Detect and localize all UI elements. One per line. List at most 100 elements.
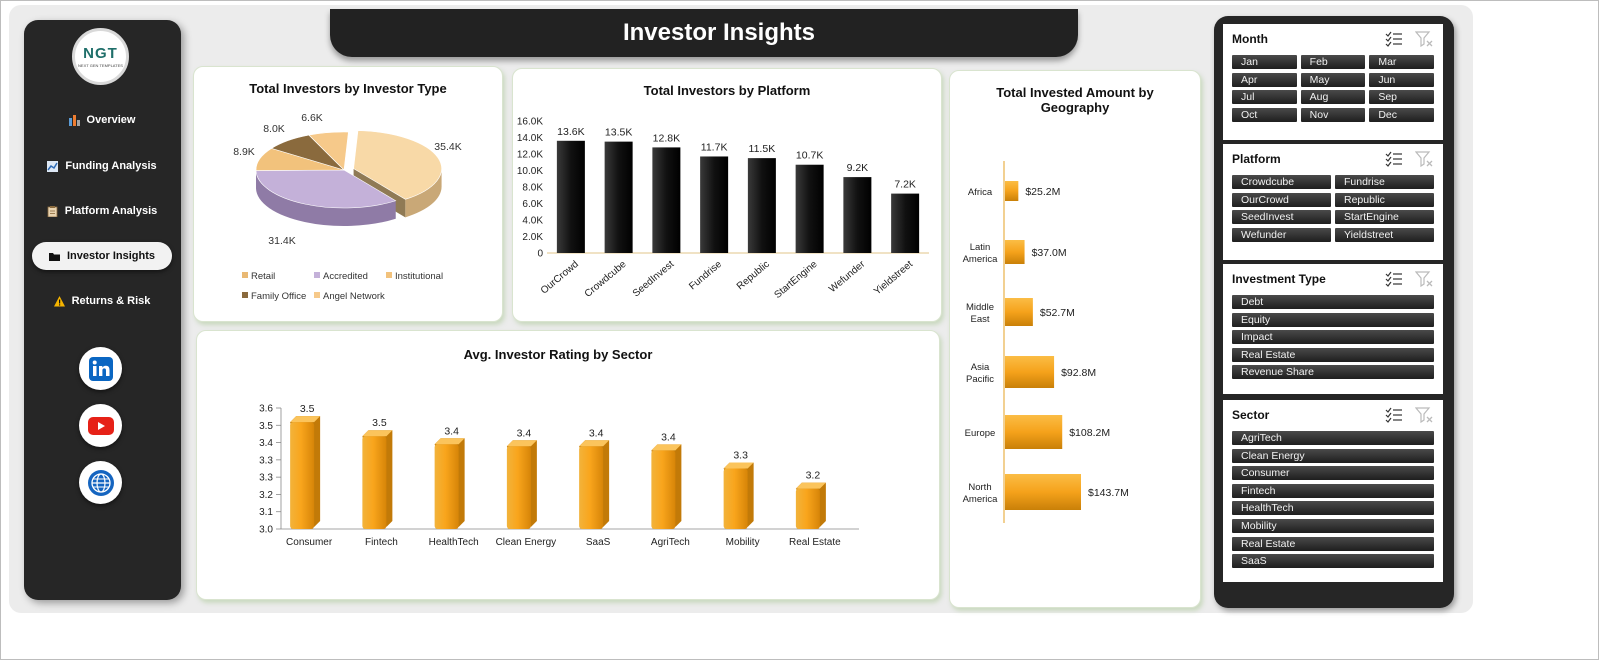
slicer-item[interactable]: Republic xyxy=(1335,192,1434,207)
slicer-item[interactable]: Apr xyxy=(1232,72,1297,87)
bar-saas[interactable] xyxy=(579,440,610,529)
bar-data-label: $37.0M xyxy=(1032,247,1067,259)
pie-slice-retail[interactable] xyxy=(353,130,442,200)
bar-data-label: 10.7K xyxy=(796,150,823,162)
bar-data-label: $25.2M xyxy=(1025,186,1060,198)
slicer-item[interactable]: Impact xyxy=(1232,330,1434,345)
warning-icon xyxy=(53,295,65,306)
pie-slice-accredited[interactable] xyxy=(255,169,397,209)
slicer-item[interactable]: Equity xyxy=(1232,312,1434,327)
bar-startengine[interactable] xyxy=(795,164,824,253)
bar-mobility[interactable] xyxy=(723,462,754,529)
y-tick-label: 3.0 xyxy=(259,525,273,536)
logo: NGT NEXT GEN TEMPLATES xyxy=(72,28,129,85)
bar-agritech[interactable] xyxy=(651,444,682,529)
slicer-item[interactable]: Feb xyxy=(1300,55,1366,69)
slicer-item[interactable]: Consumer xyxy=(1232,466,1434,481)
bar-europe[interactable] xyxy=(1005,415,1063,449)
slicer-item[interactable]: Revenue Share xyxy=(1232,365,1434,380)
bar-ourcrowd[interactable] xyxy=(556,140,585,253)
x-tick-label: OurCrowd xyxy=(539,259,581,297)
bar-consumer[interactable] xyxy=(290,416,321,529)
slicer-title: Investment Type xyxy=(1232,272,1326,286)
slicer-item[interactable]: Sep xyxy=(1369,90,1434,105)
bar-fintech[interactable] xyxy=(362,430,393,529)
nav-label: Overview xyxy=(86,114,136,126)
slicer-item[interactable]: Jun xyxy=(1369,72,1434,87)
multi-select-icon[interactable] xyxy=(1385,31,1403,47)
bar-wefunder[interactable] xyxy=(843,177,872,253)
y-tick-label: 3.1 xyxy=(259,507,273,518)
slicer-item[interactable]: Crowdcube xyxy=(1232,175,1331,189)
slicer-item[interactable]: Fundrise xyxy=(1335,175,1434,189)
bar-data-label: 3.4 xyxy=(661,431,676,443)
slicer-item[interactable]: Yieldstreet xyxy=(1335,227,1434,242)
bar-fundrise[interactable] xyxy=(700,156,729,253)
clear-filter-icon[interactable] xyxy=(1415,151,1433,167)
slicer-item[interactable]: Oct xyxy=(1232,107,1297,122)
legend-label: Institutional xyxy=(395,271,443,282)
slicer-item[interactable]: Wefunder xyxy=(1232,227,1331,242)
slicer-item[interactable]: Dec xyxy=(1369,107,1434,122)
multi-select-icon[interactable] xyxy=(1385,271,1403,287)
slicer-item[interactable]: Aug xyxy=(1300,90,1366,105)
folder-icon xyxy=(48,252,60,261)
bar-clean-energy[interactable] xyxy=(506,440,537,529)
website-button[interactable] xyxy=(79,461,122,504)
slicer-item[interactable]: Real Estate xyxy=(1232,536,1434,551)
youtube-button[interactable] xyxy=(79,404,122,447)
x-tick-label: SeedInvest xyxy=(631,259,677,300)
clear-filter-icon[interactable] xyxy=(1415,407,1433,423)
bar-north-america[interactable] xyxy=(1005,474,1081,510)
slicer-item[interactable]: Jan xyxy=(1232,55,1297,69)
y-tick-label: 3.3 xyxy=(259,473,273,484)
slicer-item[interactable]: HealthTech xyxy=(1232,501,1434,516)
clear-filter-icon[interactable] xyxy=(1415,271,1433,287)
nav-funding-analysis[interactable]: Funding Analysis xyxy=(32,152,172,180)
bar-latin-america[interactable] xyxy=(1005,240,1025,264)
bar-data-label: 11.5K xyxy=(749,143,776,155)
bar-republic[interactable] xyxy=(747,158,776,253)
bar-seedinvest[interactable] xyxy=(652,147,681,253)
y-tick-label: 12.0K xyxy=(517,150,543,161)
slicer-item[interactable]: May xyxy=(1300,72,1366,87)
platform-bar-chart: 0 2.0K 4.0K 6.0K 8.0K 10.0K 12.0K 14.0K 16.0K 13.… xyxy=(517,117,929,301)
bar-real-estate[interactable] xyxy=(795,482,826,529)
nav-platform-analysis[interactable]: Platform Analysis xyxy=(32,197,172,225)
nav-overview[interactable]: Overview xyxy=(32,106,172,134)
slicer-item[interactable]: Jul xyxy=(1232,90,1297,105)
bar-yieldstreet[interactable] xyxy=(891,193,920,253)
slicer-item[interactable]: Fintech xyxy=(1232,483,1434,498)
slicer-item[interactable]: Mobility xyxy=(1232,519,1434,533)
slicer-item[interactable]: Mar xyxy=(1369,55,1434,69)
slicer-item[interactable]: Debt xyxy=(1232,295,1434,309)
clear-filter-icon[interactable] xyxy=(1415,31,1433,47)
bar-crowdcube[interactable] xyxy=(604,141,633,253)
slicer-title: Sector xyxy=(1232,408,1270,422)
linkedin-button[interactable] xyxy=(79,347,122,390)
slicer-item[interactable]: SaaS xyxy=(1232,554,1434,569)
nav-returns-risk[interactable]: Returns & Risk xyxy=(32,287,172,315)
legend-label: Accredited xyxy=(323,271,368,282)
slicer-item[interactable]: Clean Energy xyxy=(1232,448,1434,463)
y-tick-label: 14.0K xyxy=(517,133,543,144)
nav-label: Investor Insights xyxy=(66,250,156,262)
bar-chart-icon xyxy=(68,114,80,126)
multi-select-icon[interactable] xyxy=(1385,151,1403,167)
bar-middle-east[interactable] xyxy=(1005,298,1033,326)
slicer-item[interactable]: Real Estate xyxy=(1232,347,1434,362)
slicer-item[interactable]: SeedInvest xyxy=(1232,210,1331,225)
slicer-item[interactable]: OurCrowd xyxy=(1232,192,1331,207)
pie-slice-angel-network[interactable] xyxy=(308,131,349,171)
bar-africa[interactable] xyxy=(1005,181,1019,201)
multi-select-icon[interactable] xyxy=(1385,407,1403,423)
slicer-item[interactable]: StartEngine xyxy=(1335,210,1434,225)
slicer-item[interactable]: Nov xyxy=(1300,107,1366,122)
nav-investor-insights[interactable]: Investor Insights xyxy=(32,242,172,270)
bar-healthtech[interactable] xyxy=(434,438,465,529)
slicer-item[interactable]: AgriTech xyxy=(1232,431,1434,445)
bar-asia-pacific[interactable] xyxy=(1005,356,1055,388)
y-tick-label: 8.0K xyxy=(522,183,543,194)
slicer-panel: Month Jan Feb Mar Apr May Jun Jul Aug Sep Oct Nov De… xyxy=(1214,16,1454,608)
bar-data-label: 3.4 xyxy=(589,427,604,439)
